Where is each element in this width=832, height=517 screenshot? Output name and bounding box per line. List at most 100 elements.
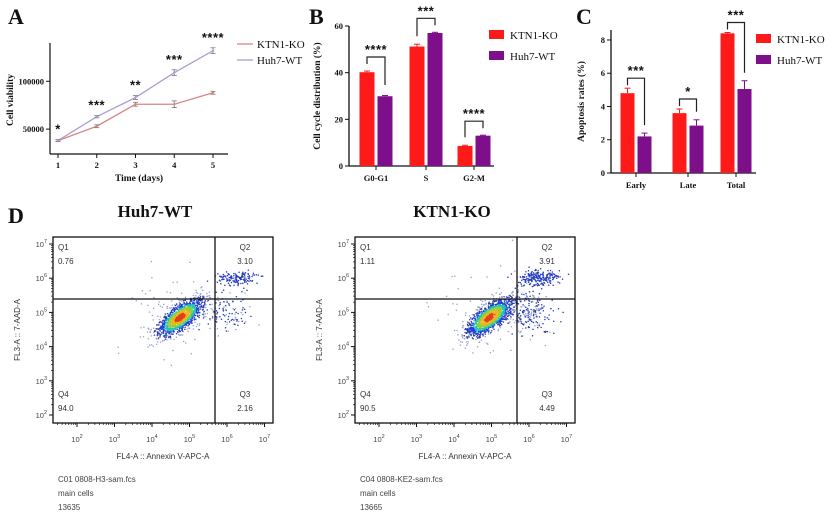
event-dot [521,275,524,278]
event-dot [188,309,190,312]
event-dot [483,308,486,310]
event-dot [162,335,165,337]
event-dot [472,334,475,336]
bar-ktn1-ko-s [409,46,425,166]
event-dot [175,332,178,335]
event-dot [211,303,213,305]
y-axis-label: Apoptosis rates (%) [576,61,587,142]
event-dot [461,337,464,339]
event-dot [256,282,258,284]
event-dot [196,314,199,316]
event-dot [219,276,222,278]
event-dot [204,313,206,315]
event-dot [151,314,154,317]
event-dot [222,307,224,310]
significance-bracket [626,77,646,126]
file-info-line: C04 0808-KE2-sam.fcs [360,475,443,484]
event-dot [216,328,219,330]
event-dot [165,327,167,329]
panel-letter-c: C [576,4,592,29]
event-dot [468,319,471,321]
event-dot [222,289,225,291]
event-dot [503,314,506,317]
significance-bracket [678,98,698,112]
event-dot [157,328,160,331]
event-dot [514,304,517,307]
event-dot [245,281,248,283]
event-dot [550,273,553,275]
event-dot [205,303,207,306]
tick-exponent: 3 [346,376,349,382]
event-dot [534,325,536,327]
event-dot [198,322,201,325]
event-dot [237,283,239,285]
event-dot [509,307,511,310]
event-dot [462,321,464,323]
event-dot [222,273,225,276]
event-dot [192,325,195,327]
event-dot [521,335,523,337]
event-dot [548,314,550,316]
event-dot [459,344,462,346]
event-dot [225,313,228,316]
event-dot [154,330,157,332]
event-dot [199,308,202,310]
event-dot [476,345,479,348]
event-dot [200,286,202,289]
event-dot [206,309,208,311]
event-dot [470,276,472,279]
event-dot [201,309,204,311]
event-dot [520,306,523,308]
event-dot [506,317,509,320]
event-dot [461,334,464,336]
event-dot [161,306,164,308]
event-dot [562,311,564,314]
event-dot [493,328,495,331]
event-dot [534,273,536,276]
event-dot [199,296,202,298]
event-dot [536,277,539,280]
event-dot [233,319,235,321]
event-dot [182,340,185,343]
event-dot [236,318,238,321]
event-dot [173,338,175,341]
event-dot [232,307,234,310]
y-tick-label: 50000 [23,124,44,134]
event-dot [159,341,162,343]
event-dot [178,317,181,319]
tick-exponent: 5 [346,307,349,313]
data-point [134,96,137,99]
event-dot [182,303,184,306]
event-dot [224,320,227,323]
event-dot [498,323,500,325]
data-point [211,49,215,52]
event-dot [492,295,495,297]
event-dot [546,276,549,279]
event-dot [539,277,542,280]
event-dot [521,293,523,295]
event-dot [226,300,228,302]
event-dot [194,308,196,311]
event-dot [557,307,560,310]
event-dot [456,303,458,306]
event-dot [203,310,205,313]
event-dot [542,276,544,279]
event-dot [539,268,542,270]
x-tick-label: 103 [411,434,422,444]
event-dot [521,323,524,325]
event-dot [234,277,236,279]
quadrant-q1-label: Q1 [58,243,69,252]
event-dot [243,278,246,280]
tick-base: 10 [448,435,456,444]
event-dot [487,305,490,307]
event-dot [194,321,196,323]
tick-base: 10 [146,435,154,444]
event-dot [163,336,166,338]
event-dot [169,312,172,315]
tick-base: 10 [36,274,44,283]
event-dot [184,328,186,331]
event-dot [540,306,543,309]
event-dot [540,288,543,290]
event-dot [528,304,530,307]
event-dot [156,328,158,330]
